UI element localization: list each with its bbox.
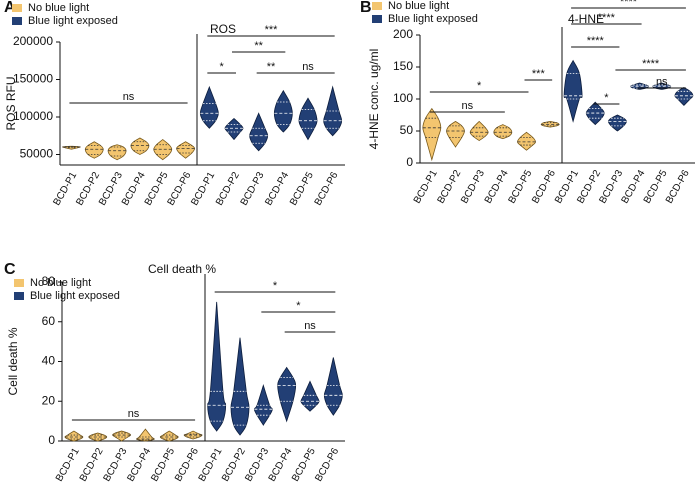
x-tick-label: BCD-P6 <box>313 446 341 484</box>
significance-label: ** <box>267 61 276 73</box>
legend-label: Blue light exposed <box>388 13 478 25</box>
violin <box>84 141 104 159</box>
significance-label: *** <box>532 68 546 80</box>
y-tick-label: 50 <box>400 123 414 137</box>
violin <box>159 430 179 442</box>
significance-label: **** <box>642 58 660 70</box>
panel-title: Cell death % <box>148 262 216 276</box>
y-tick-label: 150 <box>393 59 413 73</box>
legend-swatch <box>12 17 22 25</box>
panel-letter: B <box>360 0 372 16</box>
y-tick-label: 0 <box>48 433 55 447</box>
significance-label: * <box>604 92 609 104</box>
violin <box>608 114 627 132</box>
legend-swatch <box>372 15 382 23</box>
significance-label: * <box>273 280 278 292</box>
significance-label: *** <box>265 24 279 36</box>
legend-label: Blue light exposed <box>30 290 120 302</box>
y-axis-label: ROS RFU <box>4 77 18 131</box>
violin <box>88 432 108 442</box>
panel-letter: C <box>4 261 16 278</box>
legend-label: Blue light exposed <box>28 15 118 27</box>
significance-label: * <box>296 300 301 312</box>
y-tick-label: 80 <box>42 274 56 288</box>
significance-label: ns <box>128 408 140 420</box>
y-tick-label: 200 <box>393 27 413 41</box>
violin <box>674 87 694 106</box>
violin <box>517 131 536 151</box>
violin <box>112 430 131 442</box>
significance-label: ns <box>302 61 314 73</box>
significance-label: **** <box>587 35 605 47</box>
violin <box>540 120 560 128</box>
violin <box>563 59 583 123</box>
y-tick-label: 100 <box>393 91 413 105</box>
significance-label: **** <box>598 12 616 24</box>
legend-label: No blue light <box>28 2 89 14</box>
y-tick-label: 150000 <box>13 72 53 86</box>
legend-label: No blue light <box>388 0 449 12</box>
violin <box>176 141 195 159</box>
violin <box>277 366 297 423</box>
significance-label: ** <box>254 40 263 52</box>
y-tick-label: 40 <box>42 354 56 368</box>
legend-swatch <box>14 279 24 287</box>
violin <box>183 430 203 440</box>
violin <box>446 120 465 148</box>
violin <box>585 101 605 126</box>
y-tick-label: 200000 <box>13 34 53 48</box>
violin <box>199 85 219 129</box>
violin <box>422 107 442 162</box>
violin <box>493 124 513 140</box>
violin <box>230 337 250 436</box>
panel-title: 4-HNE <box>568 12 604 26</box>
violin <box>136 428 155 442</box>
y-axis-label: Cell death % <box>6 327 20 395</box>
y-tick-label: 0 <box>406 155 413 169</box>
legend-label: No blue light <box>30 277 91 289</box>
significance-label: * <box>220 61 225 73</box>
violin <box>300 380 320 412</box>
y-axis-label: 4-HNE conc. ug/ml <box>367 49 381 150</box>
x-tick-label: BCD-P6 <box>313 170 341 208</box>
significance-label: ns <box>304 320 316 332</box>
violin <box>323 357 343 416</box>
violin <box>469 120 489 142</box>
significance-label: **** <box>620 0 638 8</box>
legend-swatch <box>14 292 24 300</box>
y-tick-label: 50000 <box>20 147 54 161</box>
violin <box>298 97 318 141</box>
legend-swatch <box>372 2 382 10</box>
violin <box>107 144 127 161</box>
significance-label: * <box>477 80 482 92</box>
significance-label: ns <box>462 100 474 112</box>
legend-swatch <box>12 4 22 12</box>
violin <box>224 117 244 141</box>
violin <box>207 301 227 432</box>
violin <box>249 112 269 152</box>
significance-label: ns <box>656 76 668 88</box>
violin <box>64 430 84 442</box>
significance-label: ns <box>123 91 135 103</box>
violin <box>273 89 293 133</box>
panel-title: ROS <box>210 22 236 36</box>
violin <box>130 137 150 155</box>
y-tick-label: 60 <box>42 314 56 328</box>
y-tick-label: 100000 <box>13 109 53 123</box>
y-tick-label: 20 <box>42 393 56 407</box>
violin <box>153 138 173 161</box>
